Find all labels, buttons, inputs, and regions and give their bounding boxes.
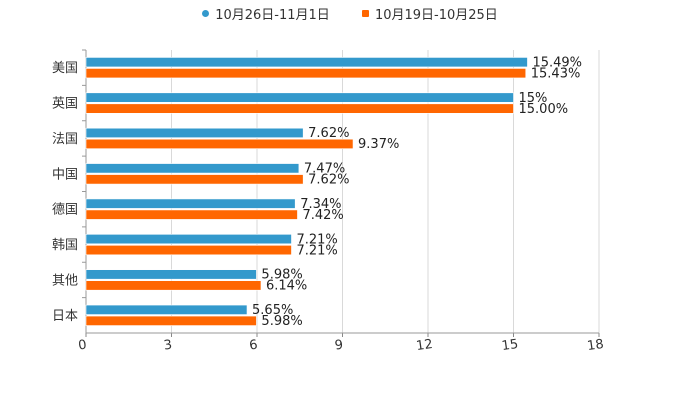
data-label-series-1-4: 7.34% [300,197,341,212]
data-label-series-2-5: 7.21% [296,243,337,258]
category-label-2: 法国 [52,132,78,147]
legend-marker-series-2 [361,10,369,17]
x-tick-label-0: 0 [77,338,87,354]
data-label-series-2-0: 15.43% [531,66,581,81]
legend-item-series-2[interactable]: 10月19日-10月25日 [361,4,498,23]
bar-series-2-1[interactable] [85,103,514,114]
bar-series-2-5[interactable] [85,245,292,256]
x-tick-label-6: 6 [248,338,258,354]
data-label-series-1-3: 7.47% [304,162,345,177]
bar-series-1-4[interactable] [85,198,296,209]
legend: 10月26日-11月1日 10月19日-10月25日 [0,4,700,23]
data-label-series-1-0: 15.49% [532,55,582,70]
bar-series-1-1[interactable] [85,92,514,103]
data-label-series-1-2: 7.62% [308,126,349,141]
bar-series-2-0[interactable] [85,68,527,79]
data-label-series-1-6: 5.98% [261,268,302,283]
data-label-series-2-6: 6.14% [266,279,307,294]
category-label-1: 英国 [52,97,78,112]
bar-series-2-6[interactable] [85,280,262,291]
x-tick-label-9: 9 [334,338,344,354]
data-label-series-2-2: 9.37% [358,137,399,152]
data-label-series-1-7: 5.65% [252,303,293,318]
legend-label-series-2: 10月19日-10月25日 [374,8,498,23]
legend-marker-series-1 [202,10,210,17]
data-label-series-2-3: 7.62% [308,173,349,188]
bar-series-2-7[interactable] [85,315,257,326]
category-label-7: 日本 [52,309,78,324]
data-label-series-1-1: 15% [519,91,548,106]
data-label-series-2-1: 15.00% [519,102,569,117]
bar-series-1-6[interactable] [85,269,257,280]
category-label-0: 美国 [52,61,78,76]
data-label-series-2-7: 5.98% [261,314,302,329]
x-tick-label-12: 12 [415,337,433,354]
bar-series-1-0[interactable] [85,57,528,68]
category-label-4: 德国 [52,203,78,218]
data-label-series-2-4: 7.42% [302,208,343,223]
legend-label-series-1: 10月26日-11月1日 [215,8,330,23]
bar-series-2-3[interactable] [85,174,304,185]
x-tick-label-18: 18 [586,337,604,354]
bar-series-2-4[interactable] [85,209,298,220]
category-label-3: 中国 [52,167,78,182]
x-tick-label-3: 3 [163,338,173,354]
bar-series-1-2[interactable] [85,127,304,138]
category-label-6: 其他 [52,273,78,288]
category-label-5: 韩国 [52,238,78,253]
bar-series-1-5[interactable] [85,234,292,245]
bar-series-1-7[interactable] [85,304,248,315]
x-tick-label-15: 15 [501,337,519,354]
bar-series-2-2[interactable] [85,138,354,149]
data-label-series-1-5: 7.21% [296,232,337,247]
legend-item-series-1[interactable]: 10月26日-11月1日 [202,4,330,23]
bar-series-1-3[interactable] [85,163,300,174]
